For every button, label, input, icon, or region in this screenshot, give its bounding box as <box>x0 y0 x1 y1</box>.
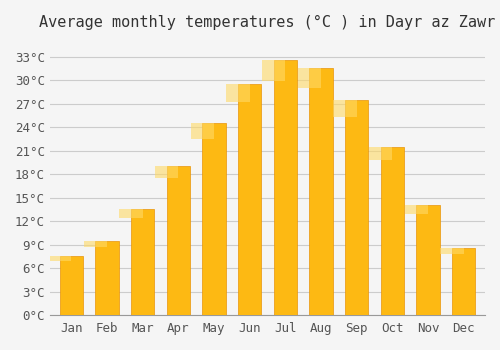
Bar <box>404 205 428 214</box>
Bar <box>274 61 297 315</box>
Bar <box>310 68 332 315</box>
Bar <box>120 209 142 218</box>
Bar <box>166 166 190 315</box>
Bar <box>262 61 285 81</box>
Bar <box>131 209 154 315</box>
Bar <box>96 241 118 315</box>
Bar <box>345 100 368 315</box>
Bar <box>416 205 440 315</box>
Bar <box>155 166 178 178</box>
Bar <box>298 68 321 88</box>
Bar <box>190 123 214 139</box>
Bar <box>369 147 392 160</box>
Bar <box>202 123 226 315</box>
Bar <box>84 241 107 247</box>
Bar <box>226 84 250 103</box>
Bar <box>238 84 261 315</box>
Bar <box>452 248 475 315</box>
Bar <box>380 147 404 315</box>
Bar <box>60 256 83 315</box>
Title: Average monthly temperatures (°C ) in Dayr az Zawr: Average monthly temperatures (°C ) in Da… <box>40 15 496 30</box>
Bar <box>440 248 464 254</box>
Bar <box>48 256 72 261</box>
Bar <box>334 100 356 117</box>
